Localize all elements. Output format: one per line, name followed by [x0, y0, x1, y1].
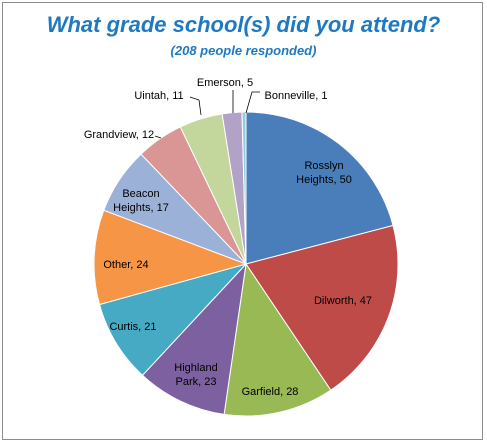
data-label-beacon-heights: Beacon Heights, 17 — [113, 188, 169, 214]
data-label-bonneville: Bonneville, 1 — [265, 90, 328, 102]
data-label-garfield: Garfield, 28 — [242, 386, 299, 398]
pie-slice-other — [93, 209, 248, 306]
data-label-other: Other, 24 — [103, 259, 148, 271]
data-label-highland-park: Highland Park, 23 — [174, 362, 217, 388]
chart-title: What grade school(s) did you attend? — [46, 12, 441, 37]
pie-slice-dilworth — [245, 224, 399, 391]
data-label-emerson: Emerson, 5 — [197, 77, 253, 89]
data-label-uintah: Uintah, 11 — [134, 90, 183, 102]
leader-line-grandview — [154, 135, 162, 139]
leader-line-bonneville — [245, 91, 260, 114]
data-label-rosslyn-heights: Rosslyn Heights, 50 — [296, 160, 352, 186]
pie-slice-rosslyn-heights — [245, 111, 394, 265]
pie-slice-highland-park — [141, 262, 247, 415]
pie-slice-curtis — [98, 263, 248, 376]
data-label-dilworth: Dilworth, 47 — [314, 295, 372, 307]
data-label-grandview: Grandview, 12 — [84, 129, 154, 141]
pie-slice-garfield — [223, 262, 332, 417]
leader-line-uintah — [189, 96, 202, 116]
chart-subtitle: (208 people responded) — [170, 43, 317, 58]
data-label-curtis: Curtis, 21 — [109, 321, 156, 333]
